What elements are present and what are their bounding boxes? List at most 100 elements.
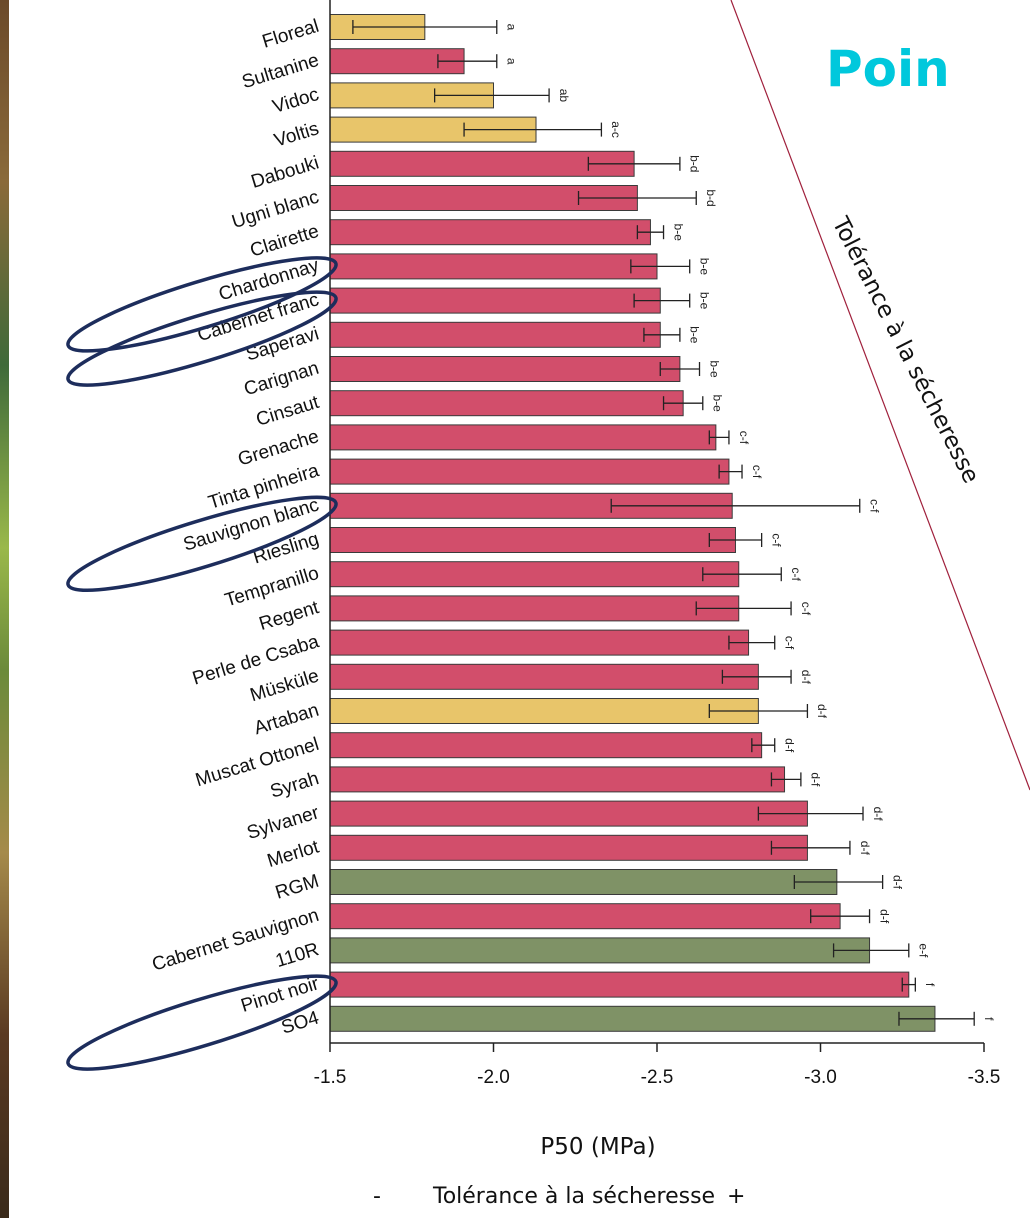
error-bar-cabernet-franc <box>633 293 691 308</box>
bar-tempranillo <box>329 561 740 588</box>
bar-regent <box>329 595 740 622</box>
error-bar-sylvaner <box>757 806 864 821</box>
significance-label-floreal: a <box>505 24 519 31</box>
category-label-muskule: Müsküle <box>248 665 322 706</box>
category-label-so4: SO4 <box>279 1007 322 1038</box>
significance-label-regent: c-f <box>799 602 813 616</box>
significance-label-artaban: d-f <box>815 704 829 719</box>
bar-artaban <box>329 698 759 724</box>
significance-label-grenache: c-f <box>737 431 751 445</box>
bar-grenache <box>329 424 717 451</box>
bar-chardonnay <box>329 253 658 280</box>
bar-pinot-noir <box>329 971 910 998</box>
category-label-cinsaut: Cinsaut <box>254 392 322 431</box>
significance-label-merlot: d-f <box>858 841 872 856</box>
error-bar-muskule <box>721 669 792 684</box>
significance-label-muscat-ottonel: d-f <box>783 738 797 753</box>
error-bar-chardonnay <box>630 259 691 274</box>
tolerance-scale-caption: - Tolérance à la sécheresse + <box>373 1184 745 1209</box>
significance-label-syrah: d-f <box>809 772 823 787</box>
highlight-ring-pinot-noir <box>66 974 338 1071</box>
significance-label-vidoc: ab <box>557 89 571 103</box>
error-bar-merlot <box>770 840 851 855</box>
category-label-merlot: Merlot <box>265 836 322 872</box>
bar-sylvaner <box>329 800 808 827</box>
drought-tolerance-diagonal-line <box>730 0 1030 791</box>
bar-muscat-ottonel <box>329 732 763 759</box>
error-bar-110r <box>832 943 910 958</box>
tolerance-caption-text: Tolérance à la sécheresse <box>433 1184 716 1209</box>
significance-label-rgm: d-f <box>890 875 904 890</box>
significance-label-chardonnay: b-e <box>698 258 712 276</box>
bar-cabernet-franc <box>329 287 661 314</box>
bar-tinta-pinheira <box>329 458 730 485</box>
category-label-floreal: Floreal <box>260 16 322 53</box>
bars-layer: a a ab a-c b-d b-d b-e b-e b-e b-e b-e b-e c-f c-f c-f… <box>329 14 996 1032</box>
significance-label-riesling: c-f <box>769 533 783 547</box>
category-label-regent: Regent <box>257 597 322 635</box>
highlight-ring-chardonnay <box>66 256 338 353</box>
significance-label-perle-de-csaba: c-f <box>783 636 797 650</box>
error-bar-so4 <box>898 1011 975 1026</box>
error-bar-regent <box>695 601 792 616</box>
tolerance-plus-sign: + <box>727 1184 746 1209</box>
significance-label-voltis: a-c <box>609 121 623 138</box>
significance-label-cabernet-sauvignon: d-f <box>877 909 891 924</box>
bar-saperavi <box>329 321 661 348</box>
significance-label-ugni-blanc: b-d <box>704 189 718 206</box>
x-tick-label: -2.0 <box>477 1067 510 1088</box>
error-bar-sultanine <box>437 54 498 69</box>
x-tick-label: -2.5 <box>641 1067 674 1088</box>
error-bar-cinsaut <box>662 396 704 411</box>
error-bar-perle-de-csaba <box>728 635 776 650</box>
significance-label-tinta-pinheira: c-f <box>750 465 764 479</box>
slide-heading-fragment: Poin <box>826 40 950 98</box>
error-bar-floreal <box>352 20 498 34</box>
bar-110r <box>329 937 871 964</box>
error-bar-dabouki <box>587 156 681 171</box>
significance-label-cinsaut: b-e <box>711 395 725 413</box>
significance-label-110r: e-f <box>917 943 931 958</box>
error-bar-saperavi <box>643 327 681 342</box>
error-bar-clairette <box>636 225 665 240</box>
significance-label-dabouki: b-d <box>688 155 702 172</box>
significance-label-clairette: b-e <box>671 224 685 242</box>
background-photo-strip <box>0 0 9 1218</box>
x-tick-label: -1.5 <box>314 1067 347 1088</box>
error-bar-syrah <box>770 772 802 787</box>
bar-perle-de-csaba <box>329 629 750 656</box>
error-bar-sauvignon-blanc <box>610 498 861 513</box>
x-tick-label: -3.0 <box>804 1067 837 1088</box>
error-bar-voltis <box>463 122 603 137</box>
error-bar-tempranillo <box>702 567 782 582</box>
bar-clairette <box>329 219 651 246</box>
x-axis-label: P50 (MPa) <box>540 1134 656 1160</box>
bar-merlot <box>329 834 808 861</box>
error-bar-carignan <box>659 362 701 376</box>
significance-label-pinot-noir: f <box>923 983 937 987</box>
error-bar-muscat-ottonel <box>751 738 776 753</box>
category-label-syrah: Syrah <box>268 768 322 803</box>
bar-carignan <box>329 356 681 382</box>
error-bar-rgm <box>793 875 884 889</box>
highlight-ring-cabernet-franc <box>66 290 338 387</box>
error-bar-riesling <box>708 533 763 547</box>
significance-label-sultanine: a <box>505 58 519 65</box>
highlight-rings <box>66 256 338 1071</box>
category-label-voltis: Voltis <box>272 118 322 151</box>
bar-cinsaut <box>329 390 684 417</box>
significance-label-sauvignon-blanc: c-f <box>868 499 882 513</box>
significance-label-tempranillo: c-f <box>789 568 803 582</box>
category-label-vidoc: Vidoc <box>270 84 321 118</box>
bar-syrah <box>329 766 786 793</box>
bar-rgm <box>329 869 838 895</box>
significance-label-cabernet-franc: b-e <box>698 292 712 310</box>
significance-label-muskule: d-f <box>799 670 813 685</box>
bar-dabouki <box>329 150 635 177</box>
significance-label-carignan: b-e <box>707 360 721 378</box>
error-bar-artaban <box>708 704 809 718</box>
error-bar-ugni-blanc <box>577 191 697 205</box>
x-tick-label: -3.5 <box>968 1067 1001 1088</box>
